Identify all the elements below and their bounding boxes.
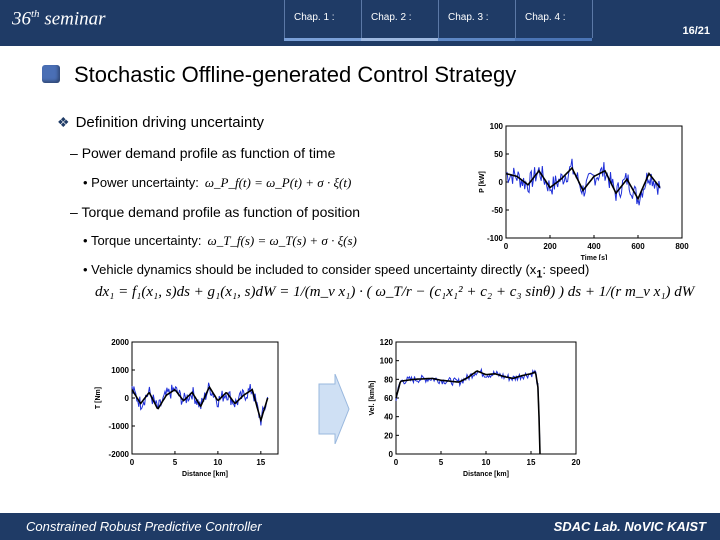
noisy-series-line <box>505 158 661 206</box>
y-tick-label: 80 <box>384 375 393 384</box>
x-tick-label: 0 <box>130 458 135 467</box>
y-axis-label: T [Nm] <box>95 387 102 409</box>
x-tick-label: 20 <box>572 458 581 467</box>
right-arrow-icon <box>318 374 350 444</box>
x-axis-label: Distance [km] <box>463 471 509 478</box>
y-tick-label: 50 <box>494 150 503 159</box>
x-tick-label: 0 <box>504 242 509 251</box>
y-tick-label: -2000 <box>109 450 130 459</box>
x-tick-label: 800 <box>675 242 689 251</box>
chapter-3-link[interactable]: Chap. 3 : <box>448 12 489 23</box>
header-bar: 36th seminar Chap. 1 : Chap. 2 : Chap. 3… <box>0 0 720 46</box>
sub-bullet-torque: – Torque demand profile as function of p… <box>70 204 361 220</box>
y-axis-label: P [kW] <box>479 171 486 193</box>
y-tick-label: -100 <box>487 234 504 243</box>
sub-bullet-power: – Power demand profile as function of ti… <box>70 145 336 161</box>
chapter-1-link[interactable]: Chap. 1 : <box>294 12 335 23</box>
power-equation: ω_P_f(t) = ω_P(t) + σ · ξ(t) <box>204 175 352 190</box>
y-tick-label: 1000 <box>111 366 129 375</box>
y-tick-label: 40 <box>384 413 393 422</box>
x-axis-label: Time [s] <box>581 255 608 260</box>
y-tick-label: -50 <box>491 206 503 215</box>
nominal-series-line <box>505 166 661 201</box>
chapter-indicator <box>515 38 592 41</box>
torque-equation: ω_T_f(s) = ω_T(s) + σ · ξ(s) <box>207 233 357 248</box>
footer-course-title: Constrained Robust Predictive Controller <box>26 519 262 534</box>
y-tick-label: 0 <box>389 450 394 459</box>
x-axis-label: Distance [km] <box>182 471 228 478</box>
chapter-divider <box>515 0 516 38</box>
bullet-definition: ❖ Definition driving uncertainty <box>57 114 264 131</box>
x-tick-label: 5 <box>439 458 444 467</box>
chapter-indicator <box>361 38 438 41</box>
chapter-2-link[interactable]: Chap. 2 : <box>371 12 412 23</box>
x-tick-label: 10 <box>213 458 222 467</box>
y-tick-label: 0 <box>125 394 130 403</box>
velocity-profile-chart: 120 100 80 60 40 20 00 5 10 15 20 Distance [km] Vel.… <box>369 338 581 478</box>
plot-area <box>395 341 577 455</box>
footer-bar <box>0 513 720 540</box>
x-tick-label: 600 <box>631 242 645 251</box>
chapter-divider <box>592 0 593 38</box>
y-tick-label: 0 <box>499 178 504 187</box>
y-axis-label: Vel. [km/h] <box>369 380 376 415</box>
y-tick-label: 120 <box>380 338 394 347</box>
x-tick-label: 0 <box>394 458 399 467</box>
title-bullet-icon <box>42 65 60 83</box>
diamond-bullet-icon: ❖ <box>57 114 70 130</box>
nominal-series-line <box>131 385 269 423</box>
chapter-divider <box>284 0 285 38</box>
x-tick-label: 400 <box>587 242 601 251</box>
chapter-indicator <box>284 38 361 41</box>
x-tick-label: 15 <box>527 458 536 467</box>
nominal-series-line <box>395 370 541 455</box>
item-vehicle-dynamics: • Vehicle dynamics should be included to… <box>83 262 590 281</box>
chapter-indicator <box>438 38 515 41</box>
y-tick-label: 100 <box>490 122 504 131</box>
y-tick-label: 20 <box>384 431 393 440</box>
chapter-divider <box>438 0 439 38</box>
x-tick-label: 15 <box>256 458 265 467</box>
dynamics-equation: dx₁ = f₁(x₁, s)ds + g₁(x₁, s)dW = 1/(m_v… <box>95 284 695 300</box>
seminar-label: 36th seminar <box>12 8 106 30</box>
y-tick-label: -1000 <box>109 422 130 431</box>
item-power-uncertainty: • Power uncertainty: ω_P_f(t) = ω_P(t) + … <box>83 175 352 190</box>
x-tick-label: 200 <box>543 242 557 251</box>
footer-lab-name: SDAC Lab. NoVIC KAIST <box>553 519 706 534</box>
slide-title: Stochastic Offline-generated Control Str… <box>74 62 517 87</box>
plot-area <box>505 125 683 239</box>
chapter-4-link[interactable]: Chap. 4 : <box>525 12 566 23</box>
item-torque-uncertainty: • Torque uncertainty: ω_T_f(s) = ω_T(s) +… <box>83 233 357 248</box>
chapter-divider <box>361 0 362 38</box>
x-tick-label: 5 <box>173 458 178 467</box>
y-tick-label: 2000 <box>111 338 129 347</box>
y-tick-label: 60 <box>384 394 393 403</box>
y-tick-label: 100 <box>380 357 394 366</box>
x-tick-label: 10 <box>482 458 491 467</box>
page-number: 16/21 <box>682 25 710 37</box>
